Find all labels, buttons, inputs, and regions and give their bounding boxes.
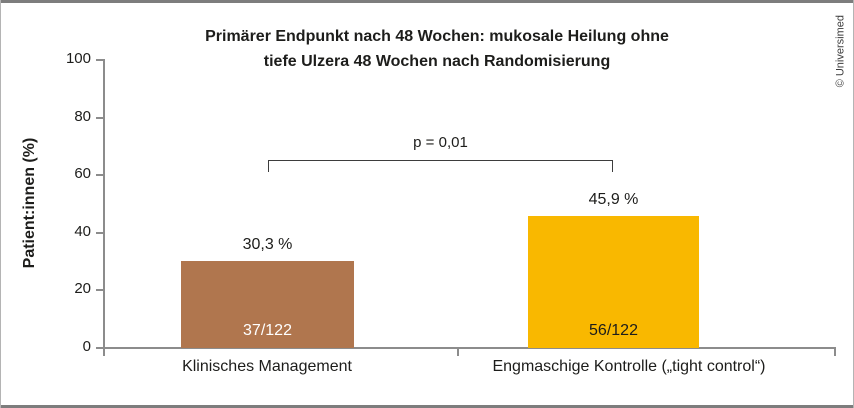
bar-percent-label: 45,9 % [588,191,639,208]
chart-title-line1: Primärer Endpunkt nach 48 Wochen: mukosa… [205,28,669,45]
bar-group-tight-control: 45,9 % 56/122 [528,48,699,348]
chart-title: Primärer Endpunkt nach 48 Wochen: mukosa… [71,24,803,74]
y-tick-label: 0 [82,338,91,355]
chart-title-line2: tiefe Ulzera 48 Wochen nach Randomisieru… [263,53,611,70]
bar-count-label: 56/122 [589,322,638,339]
x-axis-line [103,347,836,349]
x-category-label: Klinisches Management [182,358,352,375]
y-tick-mark [96,347,104,349]
bar-group-klinisches-management: 30,3 % 37/122 [181,48,354,348]
significance-bracket [268,160,613,172]
y-tick-label: 40 [74,222,91,240]
y-axis-line [103,59,105,349]
y-tick-mark [96,116,104,119]
y-tick-label: 80 [74,107,91,125]
bar-count-label: 37/122 [243,322,292,339]
y-tick-label: 100 [65,50,91,67]
y-tick-label: 60 [74,165,91,183]
bar-percent-label: 30,3 % [242,236,293,253]
figure-bottom-border [1,405,853,408]
copyright-credit: © Universimed [834,15,846,88]
y-tick-mark [96,59,104,61]
x-category-label: Engmaschige Kontrolle („tight control“) [492,358,766,375]
y-tick-mark [96,231,104,234]
p-value-label: p = 0,01 [413,134,468,151]
x-tick-mark [457,349,459,356]
y-tick-mark [96,289,104,292]
bar-klinisches-management: 37/122 [181,261,354,348]
x-tick-mark [103,349,105,356]
x-tick-mark [834,349,836,356]
bar-tight-control: 56/122 [528,216,699,348]
y-tick-mark [96,174,104,177]
figure-top-border [1,0,853,3]
y-axis-label: Patient:innen (%) [21,137,38,269]
y-tick-label: 20 [74,280,91,298]
